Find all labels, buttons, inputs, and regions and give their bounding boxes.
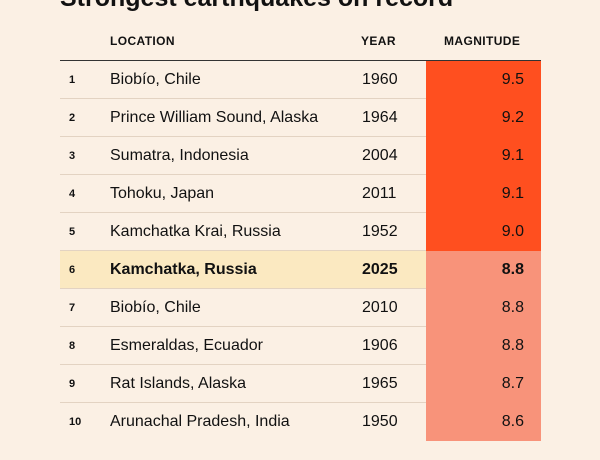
column-header-year: YEAR [361, 34, 396, 48]
magnitude-value: 9.2 [501, 109, 524, 126]
magnitude-value: 8.8 [501, 261, 524, 278]
table-row: 2 Prince William Sound, Alaska 1964 9.2 [60, 99, 541, 137]
magnitude-value: 9.1 [501, 147, 524, 164]
location-cell: Sumatra, Indonesia [110, 147, 249, 164]
row-divider [60, 98, 426, 99]
magnitude-cell: 8.8 [426, 251, 541, 289]
rank-cell: 6 [69, 264, 76, 276]
row-divider [60, 364, 426, 365]
row-divider [60, 288, 426, 289]
table-row: 9 Rat Islands, Alaska 1965 8.7 [60, 365, 541, 403]
rank-cell: 10 [69, 416, 82, 428]
table-row: 4 Tohoku, Japan 2011 9.1 [60, 175, 541, 213]
magnitude-cell: 9.0 [426, 213, 541, 251]
year-cell: 2011 [362, 185, 397, 202]
location-cell: Kamchatka Krai, Russia [110, 223, 281, 240]
rank-cell: 3 [69, 150, 76, 162]
location-cell: Tohoku, Japan [110, 185, 215, 202]
magnitude-cell: 8.7 [426, 365, 541, 403]
magnitude-value: 8.8 [501, 299, 524, 316]
rank-cell: 1 [69, 74, 76, 86]
magnitude-value: 8.7 [501, 375, 524, 392]
rank-cell: 8 [69, 340, 76, 352]
chart-title: Strongest earthquakes on record [60, 0, 453, 13]
table-row: 6 Kamchatka, Russia 2025 8.8 [60, 251, 541, 289]
table-row: 10 Arunachal Pradesh, India 1950 8.6 [60, 403, 541, 441]
table-header: LOCATION YEAR MAGNITUDE [0, 24, 600, 60]
table-row: 1 Biobío, Chile 1960 9.5 [60, 61, 541, 99]
rank-cell: 7 [69, 302, 76, 314]
column-header-location: LOCATION [110, 34, 175, 48]
row-divider [60, 402, 426, 403]
header-divider [60, 60, 541, 61]
row-divider [60, 136, 426, 137]
magnitude-value: 9.0 [501, 223, 524, 240]
table-row: 8 Esmeraldas, Ecuador 1906 8.8 [60, 327, 541, 365]
year-cell: 1964 [362, 109, 398, 126]
location-cell: Prince William Sound, Alaska [110, 109, 319, 126]
rank-cell: 5 [69, 226, 76, 238]
location-cell: Rat Islands, Alaska [110, 375, 247, 392]
column-header-magnitude: MAGNITUDE [444, 34, 521, 48]
year-cell: 2025 [362, 261, 398, 278]
highlight-background [60, 251, 426, 289]
year-cell: 1906 [362, 337, 398, 354]
row-divider [60, 174, 426, 175]
magnitude-cell: 9.1 [426, 175, 541, 213]
table-row: 5 Kamchatka Krai, Russia 1952 9.0 [60, 213, 541, 251]
location-cell: Biobío, Chile [110, 299, 201, 316]
row-divider [60, 326, 426, 327]
row-divider [60, 250, 426, 251]
magnitude-cell: 9.2 [426, 99, 541, 137]
magnitude-cell: 9.1 [426, 137, 541, 175]
rank-cell: 9 [69, 378, 76, 390]
year-cell: 1952 [362, 223, 398, 240]
magnitude-cell: 8.8 [426, 289, 541, 327]
location-cell: Esmeraldas, Ecuador [110, 337, 263, 354]
magnitude-value: 8.6 [501, 413, 524, 430]
location-cell: Kamchatka, Russia [110, 261, 257, 278]
rank-cell: 2 [69, 112, 76, 124]
year-cell: 1960 [362, 71, 398, 88]
year-cell: 2004 [362, 147, 398, 164]
magnitude-cell: 8.8 [426, 327, 541, 365]
year-cell: 1950 [362, 413, 398, 430]
magnitude-value: 9.1 [501, 185, 524, 202]
year-cell: 2010 [362, 299, 398, 316]
magnitude-cell: 9.5 [426, 61, 541, 99]
table-row: 3 Sumatra, Indonesia 2004 9.1 [60, 137, 541, 175]
year-cell: 1965 [362, 375, 398, 392]
row-divider [60, 212, 426, 213]
magnitude-value: 8.8 [501, 337, 524, 354]
location-cell: Biobío, Chile [110, 71, 201, 88]
magnitude-cell: 8.6 [426, 403, 541, 441]
magnitude-value: 9.5 [501, 71, 524, 88]
rank-cell: 4 [69, 188, 76, 200]
location-cell: Arunachal Pradesh, India [110, 413, 290, 430]
table-row: 7 Biobío, Chile 2010 8.8 [60, 289, 541, 327]
